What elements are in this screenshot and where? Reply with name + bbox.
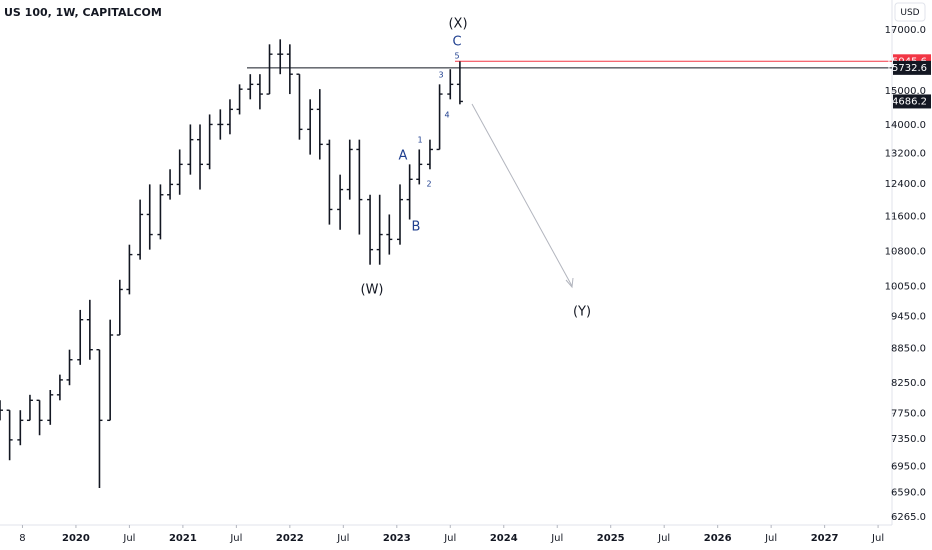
level-label-box (893, 60, 931, 75)
y-tick-label: 15000.0 (885, 86, 926, 97)
x-tick-label: Jul (550, 533, 563, 544)
wave-label: (X) (448, 17, 467, 32)
y-tick-label: 11600.0 (885, 212, 926, 223)
y-tick-label: 7750.0 (891, 408, 926, 419)
x-tick-label: 2021 (169, 533, 197, 544)
wave-label: 4 (444, 111, 449, 120)
wave-label: C (452, 35, 461, 50)
wave-label: (Y) (573, 305, 591, 320)
y-tick-label: 17000.0 (885, 25, 926, 36)
x-tick-label: 2026 (704, 533, 732, 544)
wave-label: 1 (417, 136, 422, 145)
x-tick-label: 2025 (597, 533, 625, 544)
x-tick-label: 2020 (62, 533, 90, 544)
wave-label: (W) (361, 283, 384, 298)
y-tick-label: 7350.0 (891, 434, 926, 445)
x-tick-label: Jul (443, 533, 456, 544)
wave-label: 2 (426, 180, 431, 189)
y-tick-label: 10800.0 (885, 246, 926, 257)
x-tick-label: 2022 (276, 533, 304, 544)
currency-label: USD (900, 8, 919, 18)
x-tick-label: 2027 (811, 533, 839, 544)
x-tick-label: Jul (871, 533, 884, 544)
y-tick-label: 6950.0 (891, 462, 926, 473)
y-tick-label: 6590.0 (891, 487, 926, 498)
x-tick-label: 2024 (490, 533, 518, 544)
wave-label: 3 (438, 71, 443, 80)
x-tick-label: 8 (19, 533, 25, 544)
y-tick-label: 8850.0 (891, 344, 926, 355)
x-tick-label: 2023 (383, 533, 411, 544)
last-price-label: 14686.2 (886, 96, 927, 107)
x-tick-label: Jul (764, 533, 777, 544)
level-label: 15732.6 (886, 63, 927, 74)
y-tick-label: 9450.0 (891, 312, 926, 323)
chart-title: US 100, 1W, CAPITALCOM (4, 6, 162, 19)
y-tick-label: 10050.0 (885, 282, 926, 293)
wave-label: A (399, 149, 408, 164)
wave-label: B (412, 220, 421, 235)
x-tick-label: Jul (657, 533, 670, 544)
y-tick-label: 6265.0 (891, 512, 926, 523)
projection-arrow (471, 103, 573, 287)
y-tick-label: 8250.0 (891, 378, 926, 389)
wave-label: 5 (454, 52, 459, 61)
last-price-box (893, 94, 931, 109)
y-tick-label: 12400.0 (885, 179, 926, 190)
x-tick-label: Jul (122, 533, 135, 544)
projection-arrow-head (565, 277, 574, 289)
x-tick-label: Jul (336, 533, 349, 544)
x-tick-label: Jul (229, 533, 242, 544)
y-tick-label: 14000.0 (885, 120, 926, 131)
y-tick-label: 13200.0 (885, 149, 926, 160)
currency-button[interactable] (894, 2, 926, 22)
